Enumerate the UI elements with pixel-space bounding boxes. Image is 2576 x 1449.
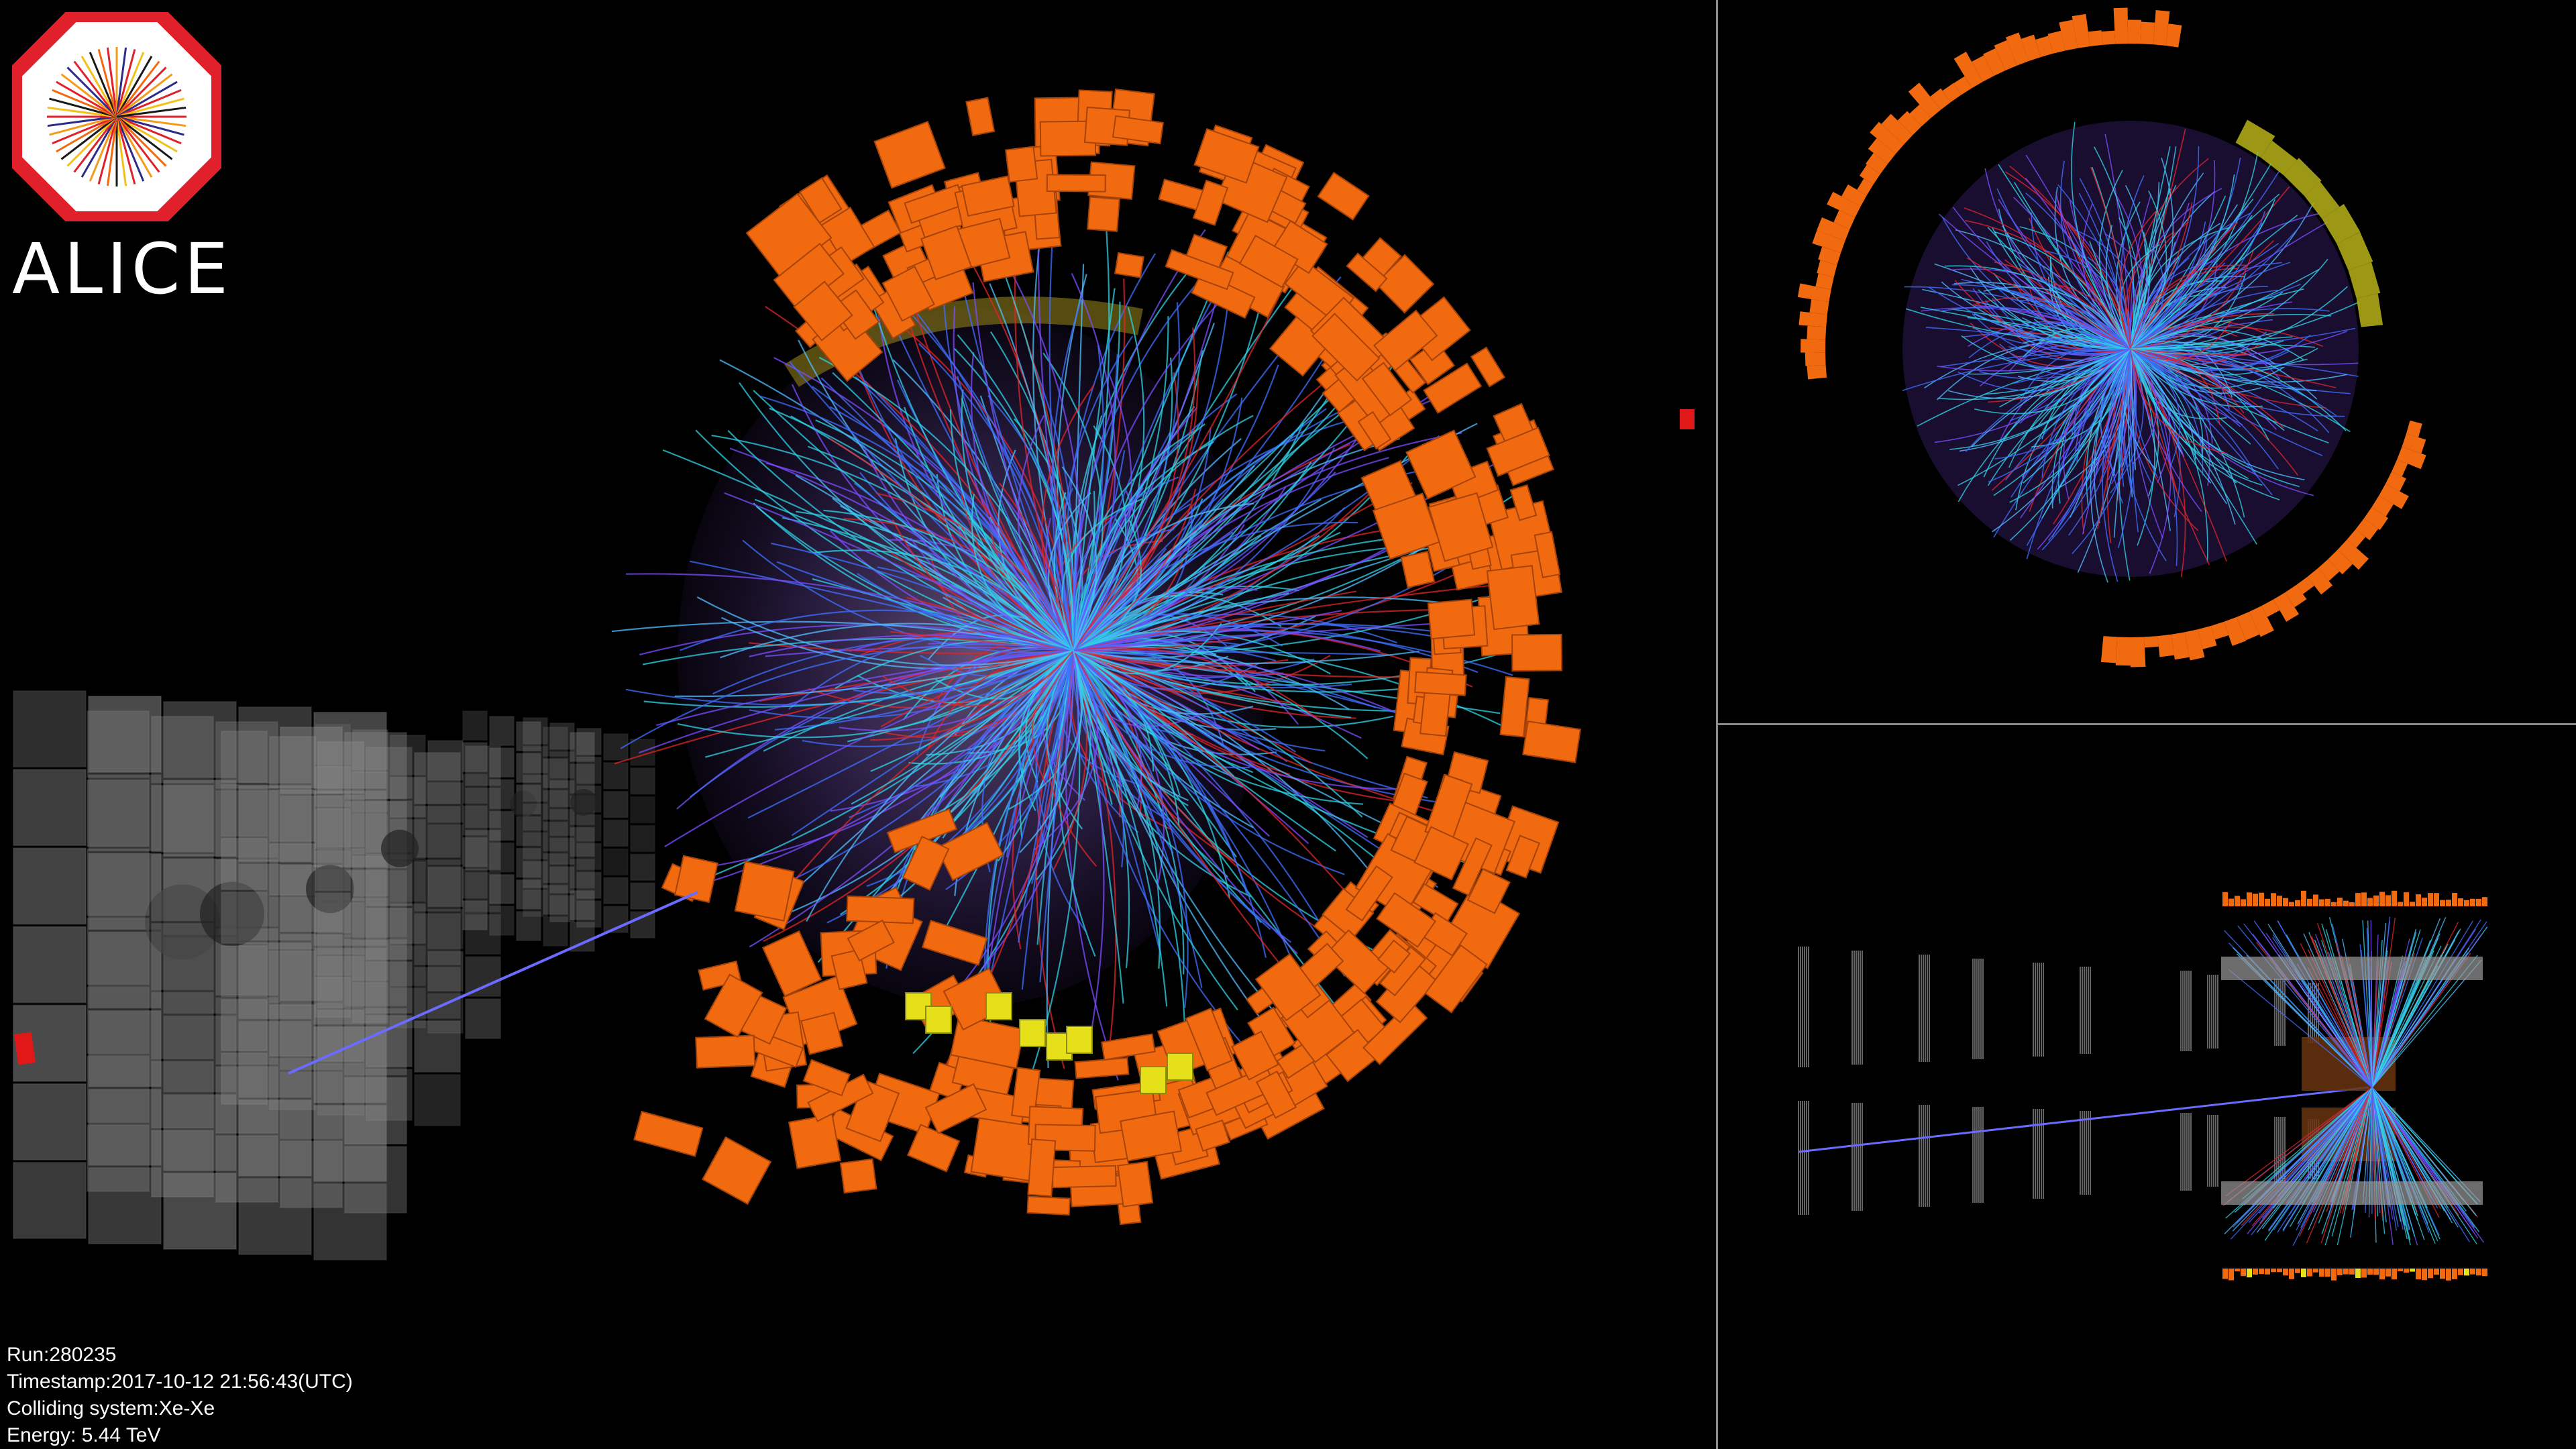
rhoz-muon-track xyxy=(1798,1086,2369,1153)
logo-text: ALICE xyxy=(12,228,233,310)
main-3d-canvas xyxy=(13,88,1695,1261)
muon-track xyxy=(288,891,698,1075)
emcal-yellow-towers xyxy=(905,992,1193,1094)
v0-marker-left xyxy=(13,1032,36,1065)
calorimeter-towers xyxy=(633,88,1581,1226)
rphi-canvas xyxy=(1797,7,2426,667)
tpc-volume xyxy=(678,309,1268,1006)
view-divider-vertical[interactable] xyxy=(1716,0,1718,1449)
alice-octagon-logo-icon xyxy=(12,12,221,221)
rhoz-tpc-bottom xyxy=(2221,1181,2483,1205)
view-divider-horizontal[interactable] xyxy=(1718,723,2576,725)
colliding-system: Colliding system:Xe-Xe xyxy=(7,1397,215,1419)
alice-logo: ALICE xyxy=(12,12,228,310)
logo-rays xyxy=(47,47,186,186)
rphi-calorimeter xyxy=(1797,7,2426,667)
rhoz-muon-chambers xyxy=(1798,947,2319,1215)
collision-energy: Energy: 5.44 TeV xyxy=(7,1424,161,1446)
rphi-tracks xyxy=(1902,121,2359,583)
run-number: Run:280235 xyxy=(7,1344,117,1366)
muon-spectrometer-chambers xyxy=(13,690,655,1261)
rhoz-tpc-top xyxy=(2221,957,2483,980)
rphi-projection-view[interactable] xyxy=(1718,0,2576,723)
event-info-panel: Run:280235 Timestamp:2017-10-12 21:56:43… xyxy=(7,1342,353,1449)
event-timestamp: Timestamp:2017-10-12 21:56:43(UTC) xyxy=(7,1371,353,1393)
rhoz-canvas xyxy=(1798,890,2488,1281)
rhoz-calorimeter xyxy=(2222,890,2487,1281)
rhoz-projection-view[interactable] xyxy=(1718,725,2576,1449)
v0-marker-right xyxy=(1680,409,1695,429)
main-3d-view[interactable]: ALICE Run:280235 Timestamp:2017-10-12 21… xyxy=(0,0,1716,1449)
